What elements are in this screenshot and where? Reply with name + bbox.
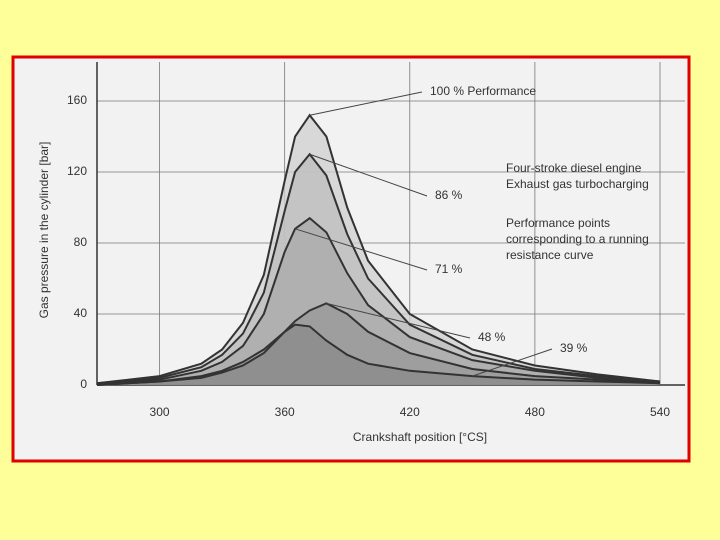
y-tick-label: 120 bbox=[67, 164, 87, 178]
area bbox=[97, 324, 660, 385]
series-label: 100 % Performance bbox=[430, 84, 536, 98]
y-tick-label: 40 bbox=[74, 306, 88, 320]
y-axis-label: Gas pressure in the cylinder [bar] bbox=[37, 142, 51, 319]
series-label: 86 % bbox=[435, 188, 463, 202]
leader-line bbox=[294, 228, 428, 271]
y-tick-label: 80 bbox=[74, 235, 88, 249]
leader-line bbox=[309, 91, 423, 116]
note: Exhaust gas turbocharging bbox=[506, 177, 649, 191]
leader-line bbox=[326, 302, 471, 339]
x-axis-label: Crankshaft position [°CS] bbox=[353, 430, 487, 444]
note: Performance points bbox=[506, 216, 610, 230]
leader-line bbox=[309, 153, 428, 197]
series-label: 39 % bbox=[560, 341, 588, 355]
note: Four-stroke diesel engine bbox=[506, 161, 642, 175]
x-tick-label: 480 bbox=[525, 405, 545, 419]
series-label: 48 % bbox=[478, 330, 506, 344]
x-tick-label: 420 bbox=[400, 405, 420, 419]
x-tick-label: 360 bbox=[275, 405, 295, 419]
leader-line bbox=[472, 348, 553, 377]
y-tick-label: 160 bbox=[67, 93, 87, 107]
series-label: 71 % bbox=[435, 262, 463, 276]
series-line bbox=[96, 323, 661, 386]
series-line bbox=[96, 216, 661, 385]
note: corresponding to a running bbox=[506, 232, 649, 246]
y-tick-label: 0 bbox=[80, 377, 87, 391]
x-tick-label: 540 bbox=[650, 405, 670, 419]
series-line bbox=[96, 302, 661, 386]
note: resistance curve bbox=[506, 248, 594, 262]
x-tick-label: 300 bbox=[150, 405, 170, 419]
